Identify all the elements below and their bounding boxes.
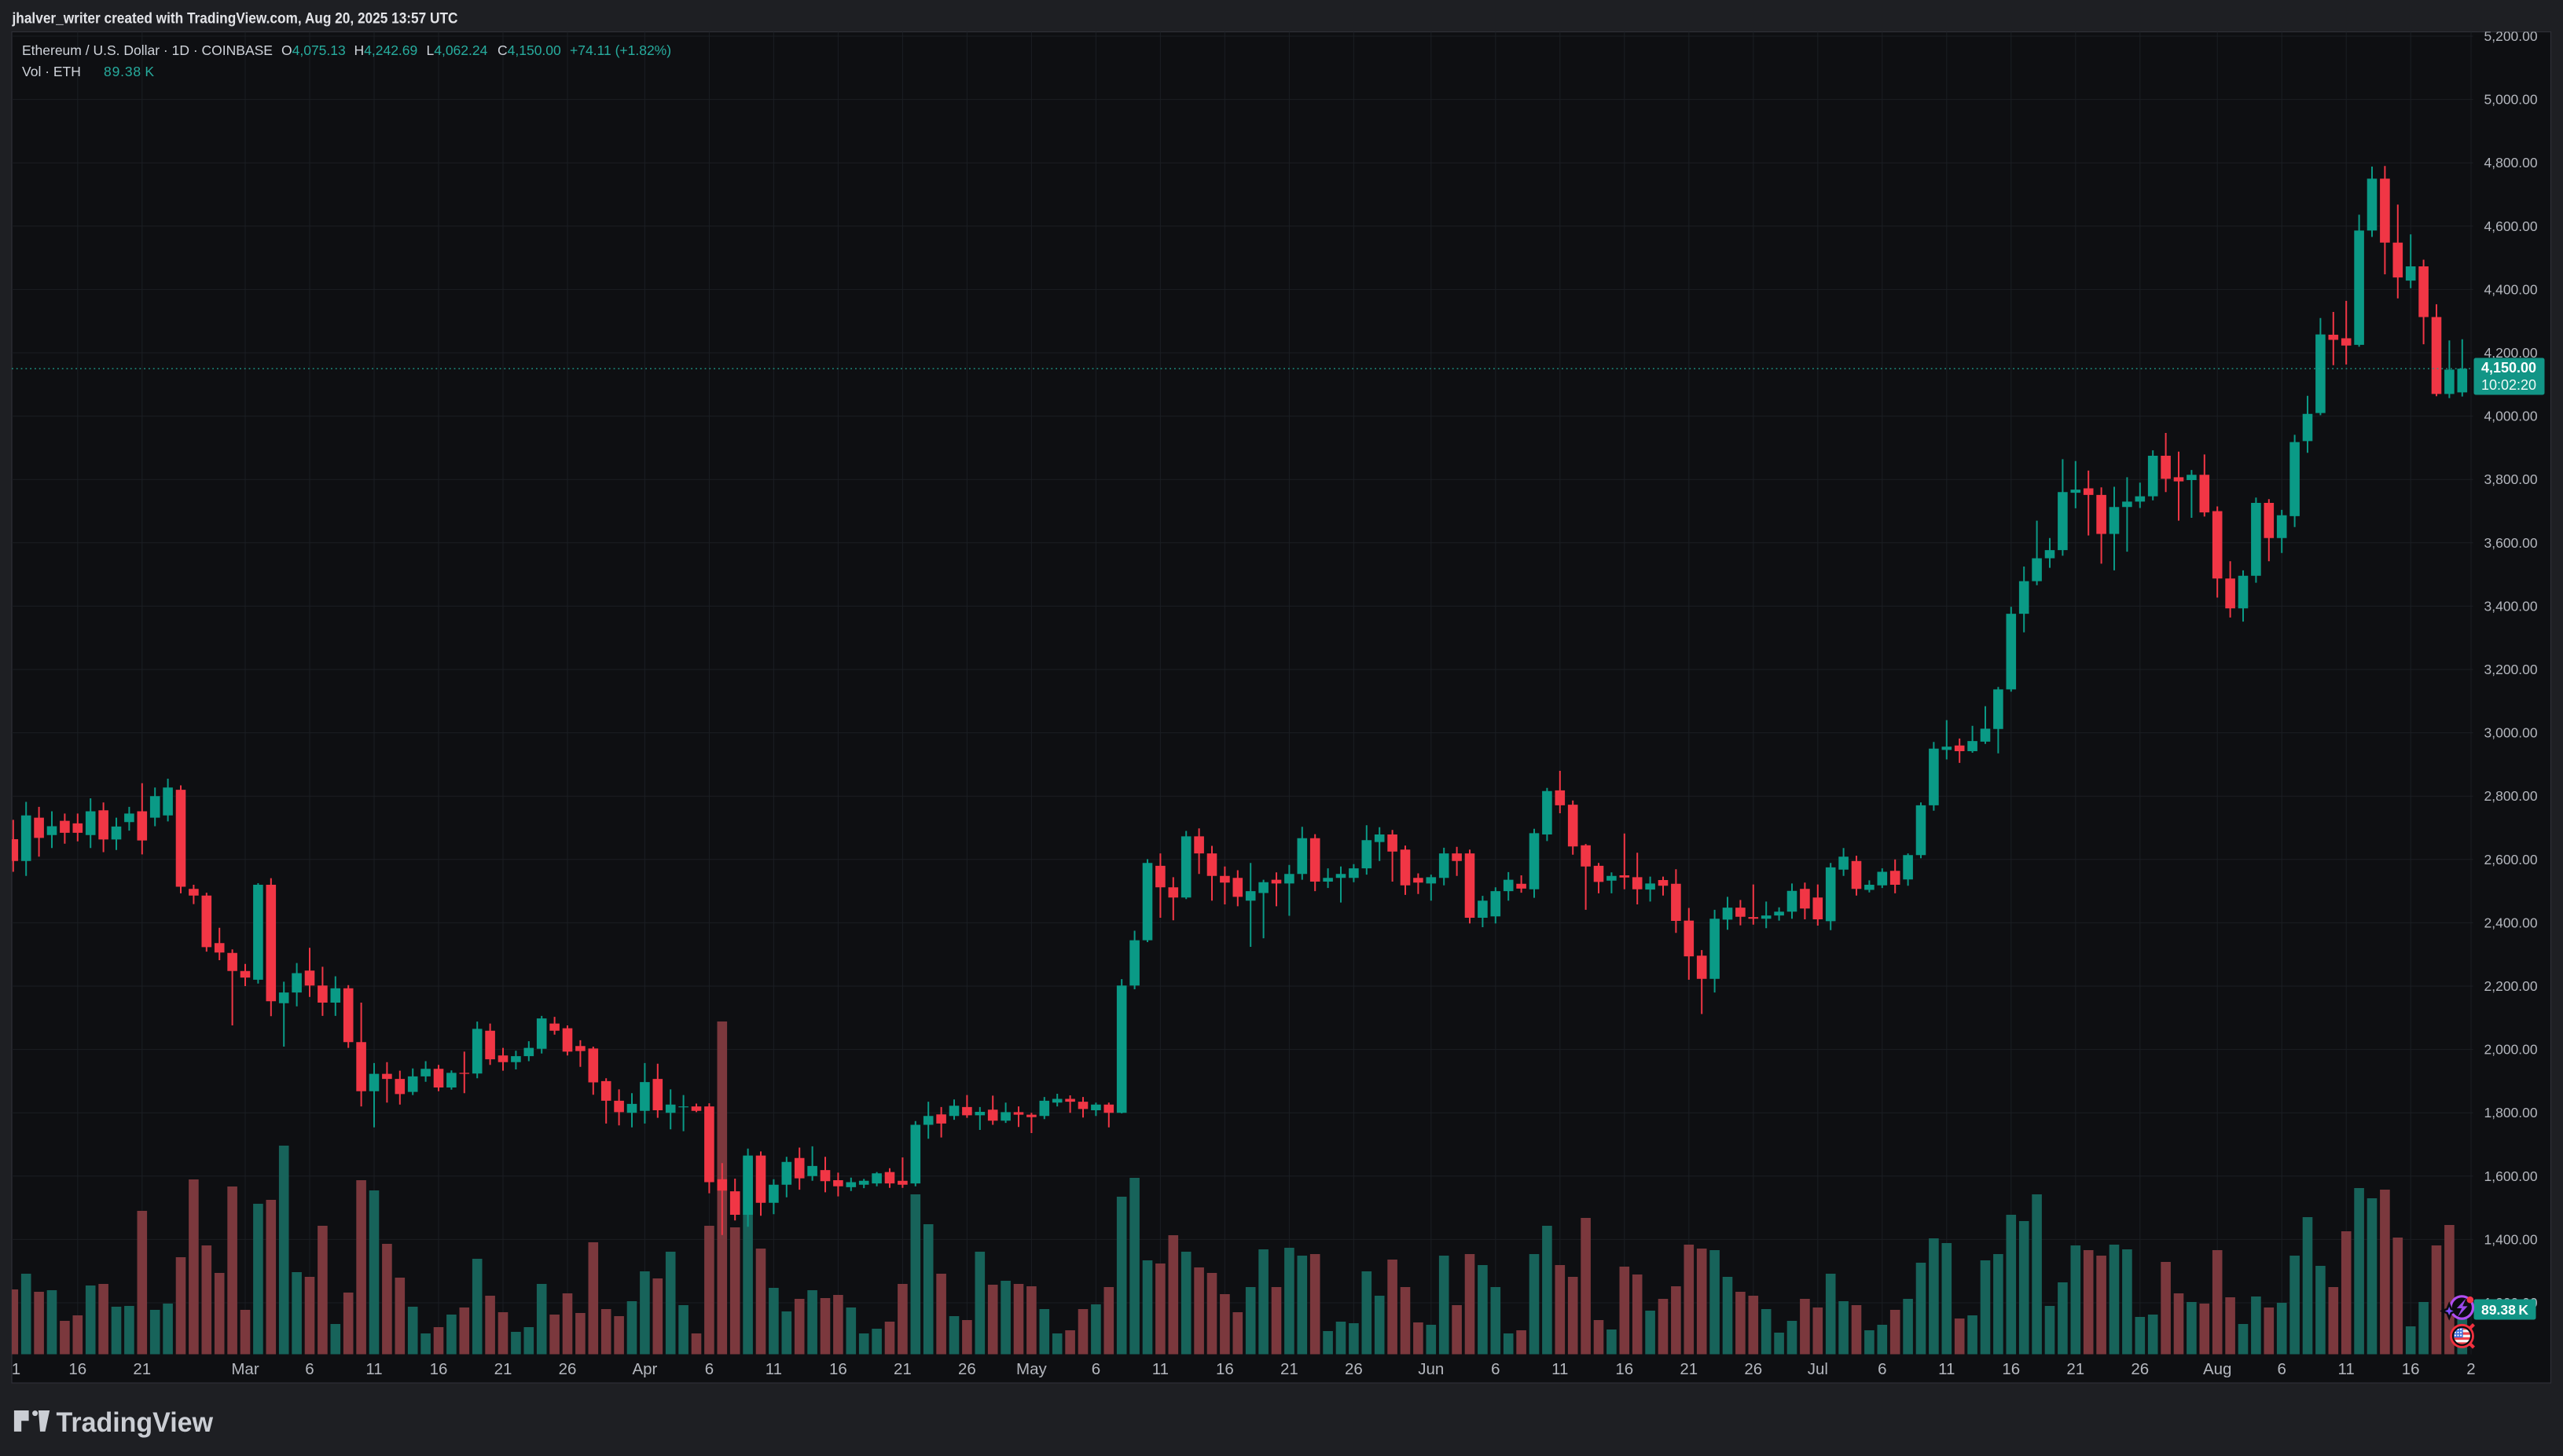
svg-text:16: 16 [1216, 1360, 1234, 1378]
svg-text:16: 16 [68, 1360, 86, 1378]
svg-text:11: 11 [365, 1360, 382, 1378]
svg-text:21: 21 [894, 1360, 912, 1378]
svg-text:6: 6 [705, 1360, 714, 1378]
svg-text:16: 16 [1615, 1360, 1633, 1378]
svg-text:10:02:20: 10:02:20 [2481, 377, 2536, 393]
svg-text:+74.11 (+1.82%): +74.11 (+1.82%) [570, 42, 671, 58]
svg-text:1,400.00: 1,400.00 [2484, 1231, 2538, 1247]
svg-text:6: 6 [1092, 1360, 1100, 1378]
svg-text:TradingView: TradingView [57, 1407, 214, 1438]
svg-text:Aug: Aug [2203, 1360, 2231, 1378]
svg-text:3,600.00: 3,600.00 [2484, 535, 2538, 551]
svg-text:4,600.00: 4,600.00 [2484, 218, 2538, 234]
svg-text:21: 21 [1280, 1360, 1298, 1378]
svg-text:H4,242.69: H4,242.69 [354, 42, 418, 58]
svg-text:May: May [1016, 1360, 1047, 1378]
svg-text:C4,150.00: C4,150.00 [498, 42, 561, 58]
svg-text:11: 11 [1152, 1360, 1169, 1378]
svg-text:11: 11 [766, 1360, 782, 1378]
svg-text:1,600.00: 1,600.00 [2484, 1168, 2538, 1184]
svg-text:Apr: Apr [632, 1360, 657, 1378]
svg-text:16: 16 [2402, 1360, 2420, 1378]
svg-text:4,400.00: 4,400.00 [2484, 281, 2538, 297]
svg-text:3,800.00: 3,800.00 [2484, 471, 2538, 487]
svg-text:16: 16 [829, 1360, 847, 1378]
svg-text:11: 11 [1551, 1360, 1568, 1378]
svg-text:3,400.00: 3,400.00 [2484, 598, 2538, 614]
svg-text:2: 2 [2466, 1360, 2475, 1378]
svg-text:Jun: Jun [1418, 1360, 1444, 1378]
svg-text:26: 26 [559, 1360, 577, 1378]
svg-text:Ethereum / U.S. Dollar · 1D ·: Ethereum / U.S. Dollar · 1D · COINBASE [22, 42, 273, 58]
svg-text:5,200.00: 5,200.00 [2484, 28, 2538, 44]
svg-text:89.38 K: 89.38 K [2481, 1302, 2528, 1318]
svg-text:jhalver_writer created with Tr: jhalver_writer created with TradingView.… [12, 10, 458, 28]
svg-text:4,800.00: 4,800.00 [2484, 155, 2538, 171]
svg-text:5,000.00: 5,000.00 [2484, 92, 2538, 108]
svg-text:26: 26 [1345, 1360, 1363, 1378]
svg-text:4,200.00: 4,200.00 [2484, 345, 2538, 361]
svg-text:Mar: Mar [231, 1360, 259, 1378]
svg-text:L4,062.24: L4,062.24 [427, 42, 488, 58]
svg-text:Vol · ETH: Vol · ETH [22, 64, 81, 79]
svg-text:26: 26 [958, 1360, 976, 1378]
svg-text:89.38 K: 89.38 K [104, 64, 154, 79]
svg-text:21: 21 [2066, 1360, 2084, 1378]
svg-text:2,600.00: 2,600.00 [2484, 852, 2538, 867]
svg-text:21: 21 [1680, 1360, 1698, 1378]
svg-text:3,000.00: 3,000.00 [2484, 725, 2538, 741]
svg-text:Jul: Jul [1808, 1360, 1828, 1378]
svg-text:21: 21 [133, 1360, 151, 1378]
svg-text:2,200.00: 2,200.00 [2484, 978, 2538, 994]
svg-text:11: 11 [1938, 1360, 1955, 1378]
svg-text:6: 6 [1878, 1360, 1886, 1378]
svg-text:6: 6 [2277, 1360, 2286, 1378]
svg-text:2,800.00: 2,800.00 [2484, 788, 2538, 804]
svg-text:26: 26 [2131, 1360, 2149, 1378]
svg-text:26: 26 [1744, 1360, 1762, 1378]
svg-text:16: 16 [2002, 1360, 2020, 1378]
svg-text:1,800.00: 1,800.00 [2484, 1105, 2538, 1120]
svg-text:3,200.00: 3,200.00 [2484, 662, 2538, 677]
svg-text:11: 11 [2338, 1360, 2355, 1378]
svg-text:4,150.00: 4,150.00 [2481, 360, 2536, 376]
svg-text:16: 16 [430, 1360, 448, 1378]
svg-text:4,000.00: 4,000.00 [2484, 409, 2538, 424]
svg-text:2,000.00: 2,000.00 [2484, 1042, 2538, 1058]
svg-text:O4,075.13: O4,075.13 [281, 42, 346, 58]
svg-text:6: 6 [1491, 1360, 1500, 1378]
svg-text:2,400.00: 2,400.00 [2484, 915, 2538, 930]
svg-text:21: 21 [494, 1360, 512, 1378]
svg-text:6: 6 [305, 1360, 314, 1378]
svg-text:1: 1 [12, 1360, 20, 1378]
